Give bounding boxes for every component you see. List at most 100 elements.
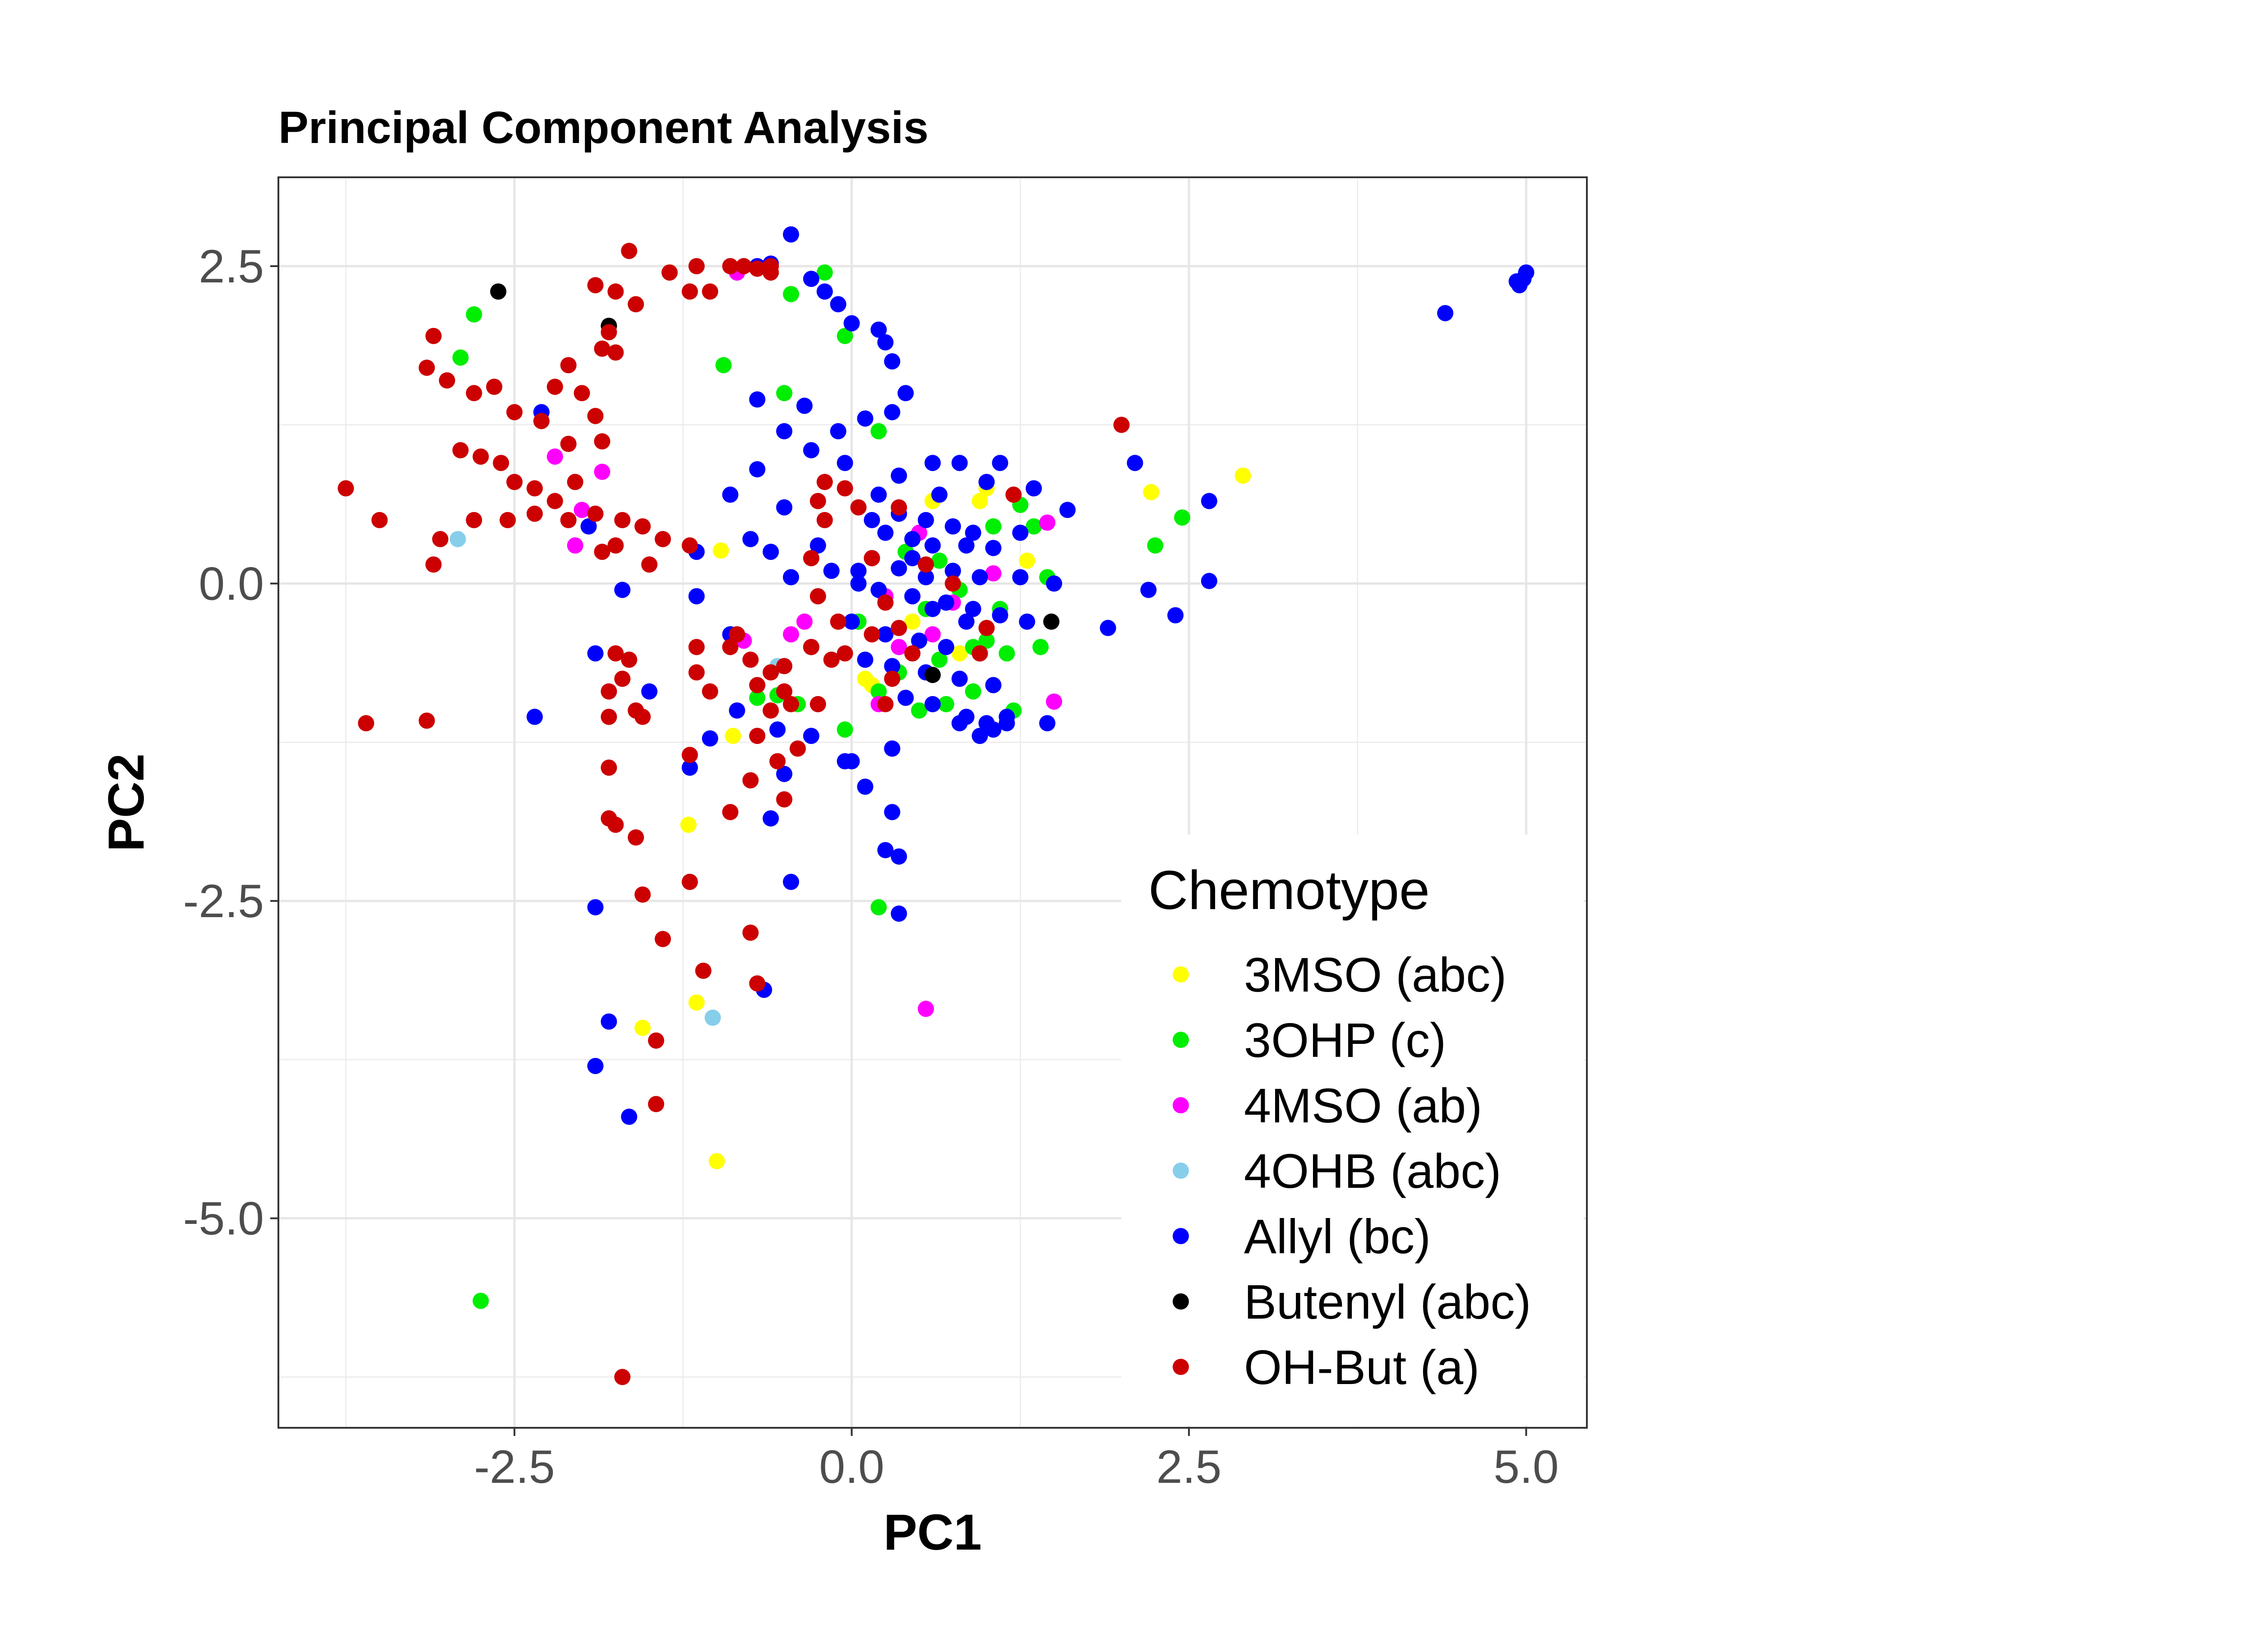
point-oh-but-a xyxy=(472,448,489,465)
point-allyl-bc xyxy=(958,613,975,630)
point-3mso-abc xyxy=(725,728,741,744)
point-oh-but-a xyxy=(722,258,739,274)
point-allyl-bc xyxy=(904,588,921,605)
y-axis-title: PC2 xyxy=(98,753,154,852)
point-3mso-abc xyxy=(1234,467,1251,484)
point-oh-but-a xyxy=(634,886,651,903)
point-oh-but-a xyxy=(742,924,759,941)
point-allyl-bc xyxy=(931,486,948,503)
point-allyl-bc xyxy=(1012,524,1029,541)
point-allyl-bc xyxy=(837,753,853,770)
point-allyl-bc xyxy=(938,639,954,655)
point-allyl-bc xyxy=(884,353,901,370)
point-allyl-bc xyxy=(884,740,901,757)
legend-label: OH-But (a) xyxy=(1244,1340,1479,1394)
point-allyl-bc xyxy=(999,709,1015,725)
point-oh-but-a xyxy=(891,620,907,637)
point-allyl-bc xyxy=(1019,613,1036,630)
point-allyl-bc xyxy=(870,321,887,338)
point-oh-but-a xyxy=(641,556,658,573)
legend-label: 3OHP (c) xyxy=(1244,1013,1446,1067)
point-allyl-bc xyxy=(971,569,988,586)
point-allyl-bc xyxy=(830,423,846,439)
point-oh-but-a xyxy=(749,728,766,744)
point-oh-but-a xyxy=(864,626,880,643)
point-allyl-bc xyxy=(1508,273,1525,290)
point-allyl-bc xyxy=(985,677,1002,693)
point-oh-but-a xyxy=(499,512,516,528)
point-oh-but-a xyxy=(695,962,712,979)
point-allyl-bc xyxy=(729,702,745,719)
point-3ohp-c xyxy=(472,1292,489,1309)
point-oh-but-a xyxy=(493,455,509,471)
point-allyl-bc xyxy=(897,689,914,706)
point-allyl-bc xyxy=(1046,575,1063,592)
point-oh-but-a xyxy=(648,1096,665,1112)
point-butenyl-abc xyxy=(490,283,507,300)
point-allyl-bc xyxy=(891,467,907,484)
point-allyl-bc xyxy=(951,670,968,687)
point-allyl-bc xyxy=(857,778,874,795)
point-oh-but-a xyxy=(776,791,793,808)
point-oh-but-a xyxy=(634,518,651,535)
point-allyl-bc xyxy=(925,696,941,712)
point-3ohp-c xyxy=(999,645,1015,662)
point-allyl-bc xyxy=(587,1057,604,1074)
legend-key-dot xyxy=(1173,1032,1189,1048)
x-tick-label: -2.5 xyxy=(474,1441,555,1493)
point-allyl-bc xyxy=(925,537,941,554)
point-allyl-bc xyxy=(965,524,981,541)
point-oh-but-a xyxy=(830,613,846,630)
point-oh-but-a xyxy=(425,328,442,344)
point-oh-but-a xyxy=(607,344,624,361)
point-allyl-bc xyxy=(1167,607,1184,623)
point-allyl-bc xyxy=(621,1108,638,1125)
point-allyl-bc xyxy=(783,569,800,586)
point-oh-but-a xyxy=(837,480,853,497)
y-tick-label: -2.5 xyxy=(183,875,264,928)
point-oh-but-a xyxy=(418,360,435,376)
point-3ohp-c xyxy=(715,357,732,374)
point-oh-but-a xyxy=(601,759,617,776)
point-allyl-bc xyxy=(803,271,819,287)
point-oh-but-a xyxy=(560,435,577,452)
point-4mso-ab xyxy=(573,502,590,518)
point-3mso-abc xyxy=(680,817,697,833)
point-3ohp-c xyxy=(978,632,995,649)
point-3ohp-c xyxy=(452,349,469,366)
point-allyl-bc xyxy=(769,721,786,738)
point-allyl-bc xyxy=(763,544,779,560)
point-oh-but-a xyxy=(533,413,550,429)
point-allyl-bc xyxy=(1039,715,1056,732)
point-oh-but-a xyxy=(466,512,482,528)
point-oh-but-a xyxy=(809,696,826,712)
point-oh-but-a xyxy=(628,829,644,846)
point-butenyl-abc xyxy=(925,667,941,683)
point-4mso-ab xyxy=(985,565,1002,582)
point-allyl-bc xyxy=(641,683,658,700)
point-butenyl-abc xyxy=(1043,613,1060,630)
point-oh-but-a xyxy=(904,645,921,662)
point-oh-but-a xyxy=(809,588,826,605)
point-4mso-ab xyxy=(1039,514,1056,531)
point-oh-but-a xyxy=(506,474,523,490)
point-4ohb-abc xyxy=(449,531,466,548)
point-allyl-bc xyxy=(702,730,718,747)
point-allyl-bc xyxy=(971,728,988,744)
point-3ohp-c xyxy=(931,552,948,569)
point-allyl-bc xyxy=(925,600,941,617)
point-allyl-bc xyxy=(614,581,631,598)
point-oh-but-a xyxy=(823,651,840,668)
point-3ohp-c xyxy=(870,683,887,700)
point-oh-but-a xyxy=(803,550,819,567)
point-oh-but-a xyxy=(749,975,766,992)
x-axis-title: PC1 xyxy=(883,1504,982,1560)
legend-key-dot xyxy=(1173,1228,1189,1244)
y-axis: 2.5 0.0 -2.5 -5.0 xyxy=(183,240,278,1245)
point-oh-but-a xyxy=(816,512,833,528)
point-oh-but-a xyxy=(776,658,793,674)
point-3ohp-c xyxy=(938,696,954,712)
point-oh-but-a xyxy=(439,372,455,389)
point-allyl-bc xyxy=(843,613,860,630)
point-allyl-bc xyxy=(1201,493,1217,509)
